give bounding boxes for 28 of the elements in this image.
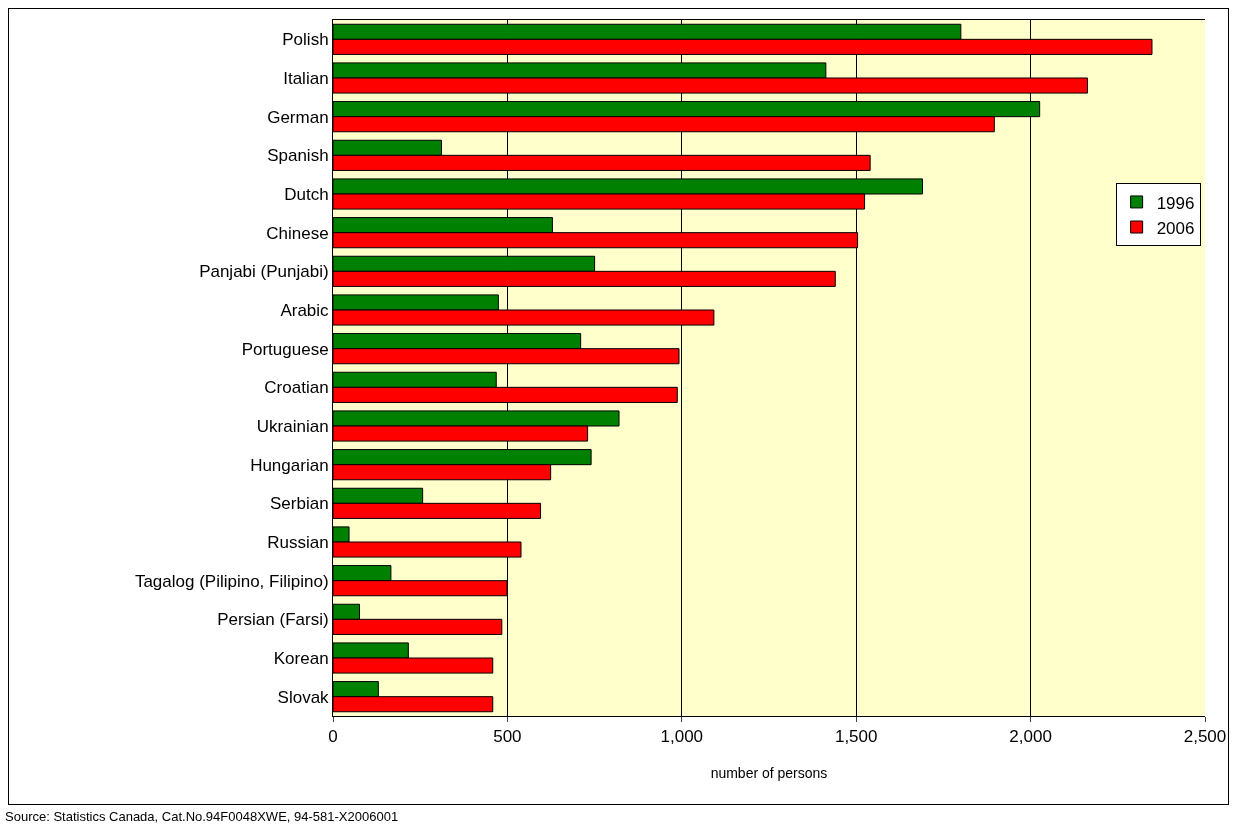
y-tick-label: Serbian [269,494,329,514]
y-tick-label: Arabic [280,300,330,320]
y-tick-label: German [267,107,329,127]
y-tick-label: Korean [273,648,329,668]
x-tick-label: 2,500 [1183,727,1227,747]
y-tick-label: Ukrainian [256,416,329,436]
y-tick-label: Spanish [267,146,329,166]
x-tick-label: 1,000 [660,727,704,747]
x-axis-title: number of persons [710,764,828,781]
legend-label: 2006 [1156,218,1195,238]
x-tick-label: 1,500 [834,727,878,747]
y-tick-label: Portuguese [241,339,329,359]
y-tick-label: Slovak [277,687,330,707]
y-tick-label: Hungarian [250,455,329,475]
x-tick-label: 500 [493,727,522,747]
y-tick-label: Tagalog (Pilipino, Filipino) [134,571,329,591]
y-tick-label: Italian [283,68,329,88]
y-tick-label: Panjabi (Punjabi) [199,262,329,282]
source-note: Source: Statistics Canada, Cat.No.94F0048XWE, 94-581-X2006001 [5,809,399,824]
legend-label: 1996 [1156,193,1195,213]
y-tick-label: Chinese [266,223,329,243]
y-tick-label: Persian (Farsi) [217,610,329,630]
x-tick-label: 0 [328,727,338,747]
y-tick-label: Dutch [284,184,329,204]
y-tick-label: Croatian [264,378,329,398]
y-tick-label: Russian [267,532,329,552]
x-tick-label: 2,000 [1009,727,1052,747]
y-tick-label: Polish [282,30,329,50]
